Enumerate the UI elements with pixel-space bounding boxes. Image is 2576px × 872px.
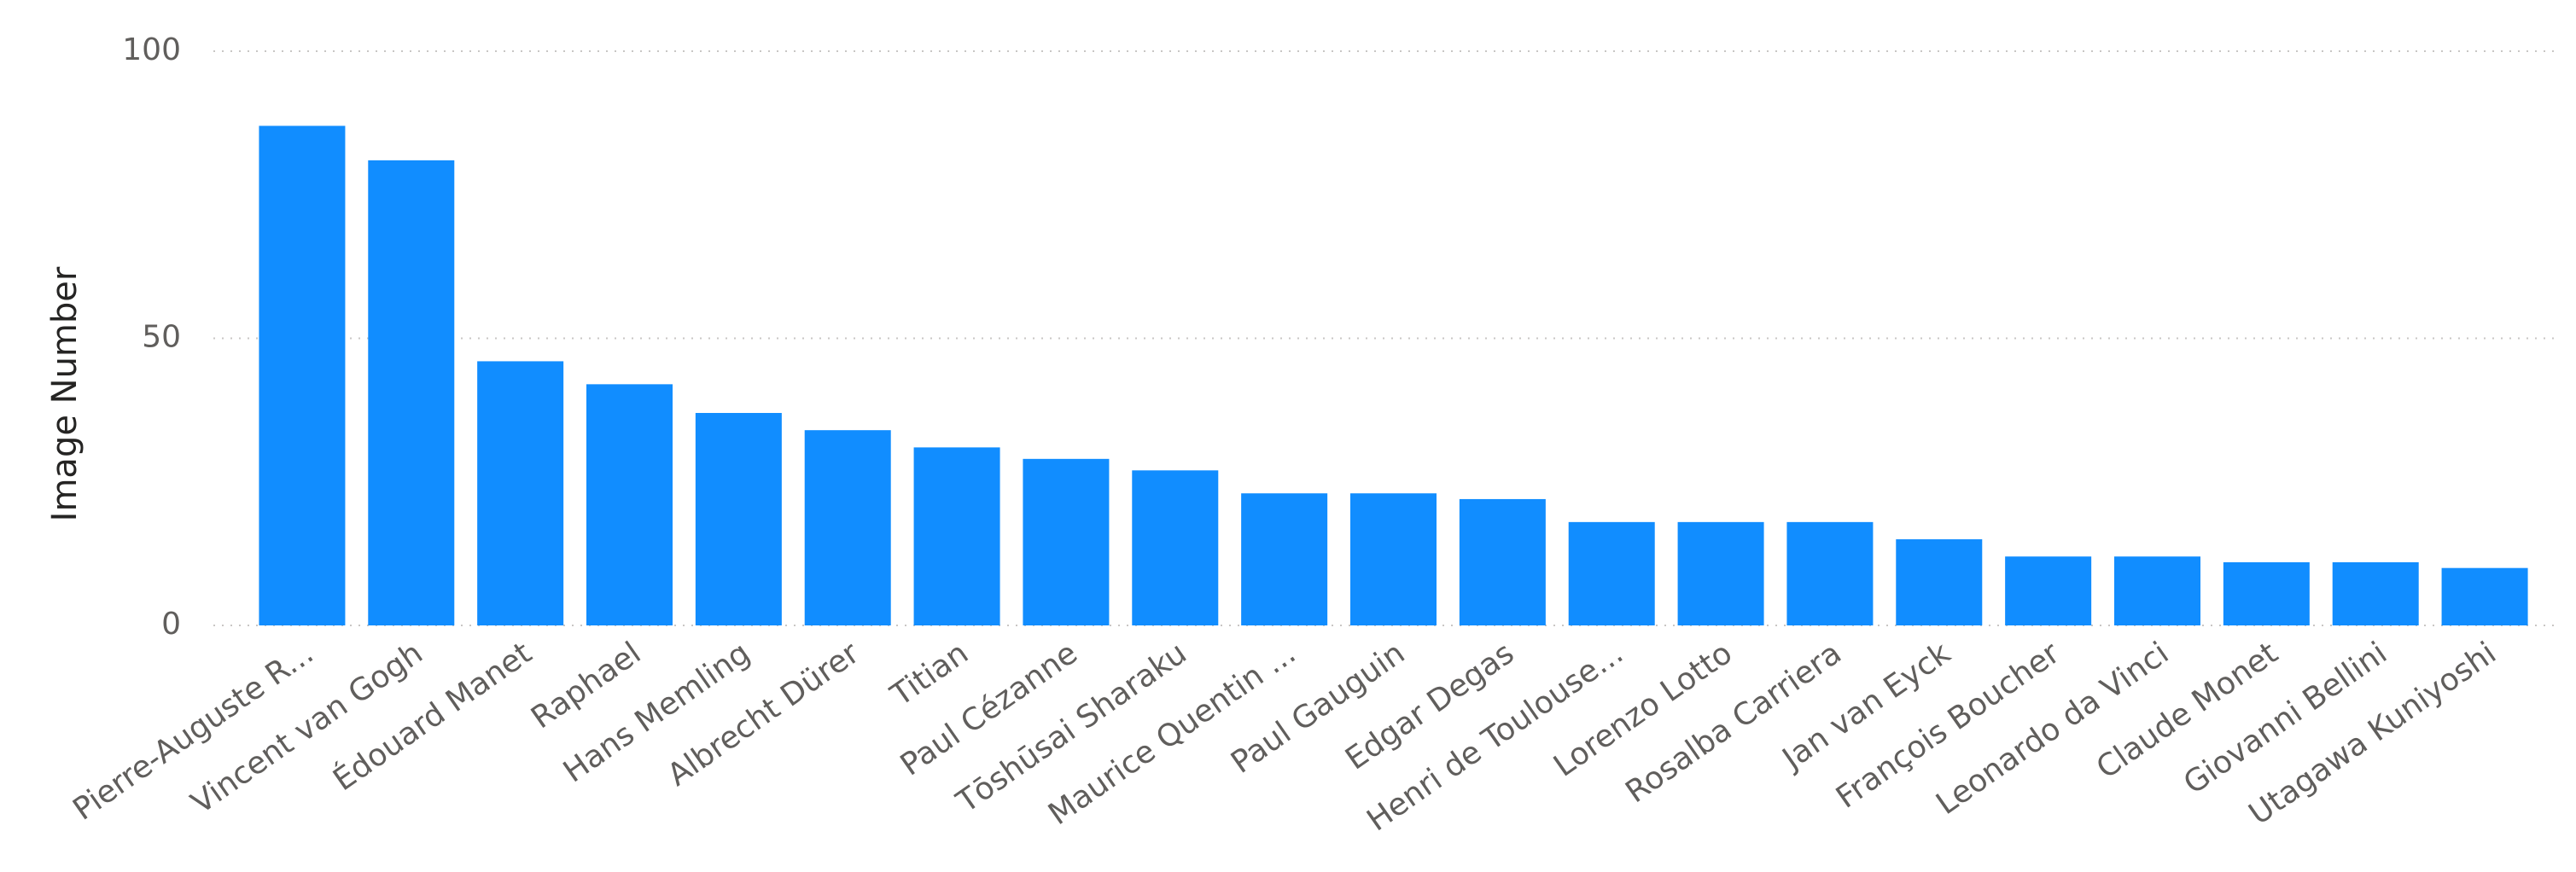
x-tick-label: Hans Memling: [557, 636, 756, 789]
bar: [695, 412, 782, 625]
x-tick-label: Édouard Manet: [327, 635, 539, 798]
bar: [586, 384, 673, 625]
y-tick-label: 100: [122, 32, 181, 67]
bar: [1459, 498, 1546, 625]
bar: [2332, 561, 2419, 625]
bar: [368, 160, 455, 625]
y-tick-label: 50: [142, 320, 181, 355]
bar: [1349, 493, 1437, 625]
bar: [1568, 521, 1655, 625]
bar: [1241, 493, 1328, 625]
bar: [2223, 561, 2310, 625]
x-tick-label: Albrecht Dürer: [661, 636, 865, 794]
bar: [913, 447, 1000, 625]
bar: [259, 125, 346, 626]
bar: [1132, 470, 1219, 625]
y-tick-label: 0: [161, 607, 181, 642]
bar: [1023, 458, 1110, 625]
bar: [1786, 521, 1874, 625]
bar: [477, 361, 564, 625]
bar: [2113, 556, 2201, 625]
bar: [1677, 521, 1764, 625]
bar: [804, 430, 891, 625]
y-axis-title: Image Number: [45, 266, 85, 521]
x-tick-label: Titian: [884, 636, 975, 713]
bar: [2005, 556, 2092, 625]
x-tick-label: Claude Monet: [2090, 636, 2284, 786]
bar: [2441, 567, 2528, 625]
bar: [1896, 539, 1983, 625]
